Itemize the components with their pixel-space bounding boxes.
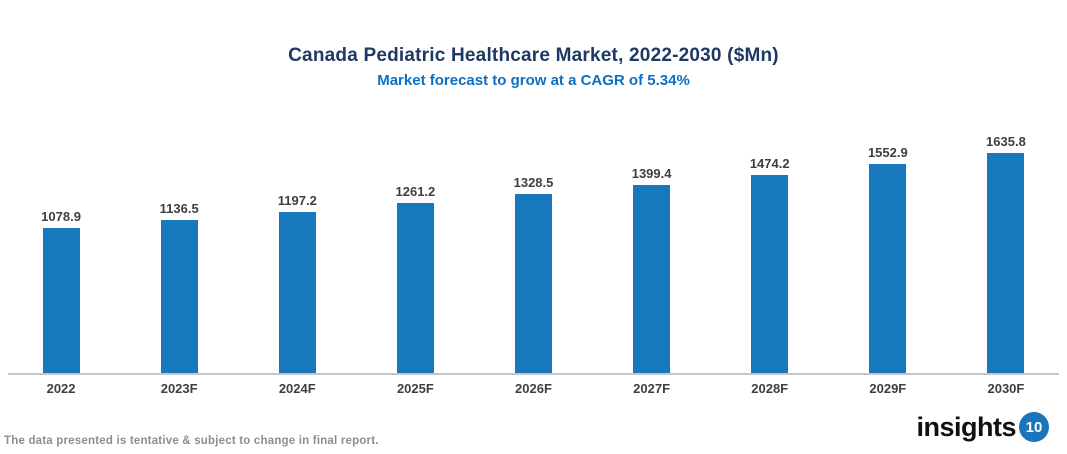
bar [160, 220, 198, 373]
x-axis-label: 2029F [869, 381, 907, 396]
bar-column: 1474.2 [711, 110, 829, 373]
x-axis-label: 2025F [396, 381, 434, 396]
bar-value-label: 1136.5 [159, 201, 199, 216]
bar-column: 1197.2 [238, 110, 356, 373]
x-axis-label: 2024F [278, 381, 316, 396]
bar-value-label: 1635.8 [986, 134, 1026, 149]
bar-column: 1552.9 [829, 110, 947, 373]
bar [396, 203, 434, 373]
logo-text: insights [916, 412, 1016, 442]
bar-column: 1635.8 [947, 110, 1065, 373]
bar [869, 164, 907, 373]
bar [987, 153, 1025, 373]
x-axis-label: 2030F [987, 381, 1025, 396]
chart-subtitle: Market forecast to grow at a CAGR of 5.3… [377, 72, 690, 89]
bar [42, 228, 80, 373]
bar [514, 194, 552, 373]
bar-column: 1261.2 [356, 110, 474, 373]
footer-note: The data presented is tentative & subjec… [4, 435, 379, 447]
bar-column: 1136.5 [120, 110, 238, 373]
bar-column: 1399.4 [593, 110, 711, 373]
x-axis-line [8, 373, 1059, 375]
plot-area: 1078.9 1136.5 1197.2 1261.2 1328.5 1399.4 1474… [0, 110, 1067, 396]
x-axis-label: 2023F [160, 381, 198, 396]
bar-value-label: 1078.9 [41, 209, 81, 224]
bar-value-label: 1261.2 [395, 184, 436, 199]
bar-value-label: 1399.4 [631, 166, 672, 181]
bar-value-label: 1197.2 [277, 193, 317, 208]
x-axis-label: 2026F [515, 381, 552, 396]
bar-value-label: 1552.9 [867, 145, 908, 160]
bar-value-label: 1328.5 [513, 175, 554, 190]
x-axis-labels: 2022 2023F 2024F 2025F 2026F 2027F 2028F 2029F 2… [0, 375, 1067, 396]
chart-title: Canada Pediatric Healthcare Market, 2022… [288, 45, 779, 66]
bar-value-label: 1474.2 [749, 156, 790, 171]
bar [633, 185, 671, 373]
bars-row: 1078.9 1136.5 1197.2 1261.2 1328.5 1399.4 1474… [0, 110, 1067, 373]
insights10-logo: insights 10 [916, 412, 1049, 442]
bar-column: 1078.9 [2, 110, 120, 373]
x-axis-label: 2022 [46, 381, 76, 396]
x-axis-label: 2027F [633, 381, 671, 396]
bar [751, 175, 789, 373]
logo-badge-icon: 10 [1019, 412, 1049, 442]
bar [278, 212, 316, 373]
x-axis-label: 2028F [751, 381, 789, 396]
bar-column: 1328.5 [474, 110, 592, 373]
chart-header: Canada Pediatric Healthcare Market, 2022… [0, 44, 1067, 92]
